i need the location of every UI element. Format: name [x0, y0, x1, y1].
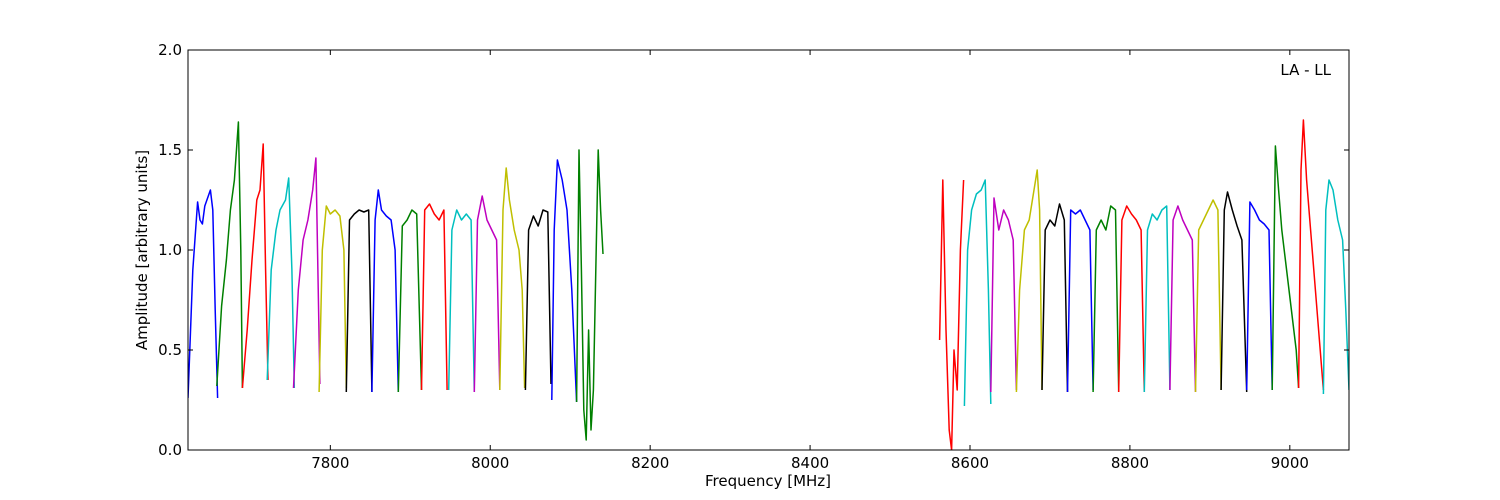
series-line-14	[524, 209, 552, 391]
series-line-3	[241, 143, 269, 389]
series-line-20	[1015, 169, 1043, 393]
series-line-25	[1143, 205, 1171, 393]
series-line-32	[1322, 179, 1349, 395]
series-line-4	[266, 177, 296, 389]
series-line-7	[345, 209, 373, 393]
series-line-16	[575, 149, 604, 441]
panel-annotation: LA - LL	[1280, 61, 1331, 79]
y-tick-label: 1.0	[158, 241, 182, 259]
series-line-28	[1220, 191, 1248, 393]
series-line-30	[1271, 145, 1300, 391]
plot-layer	[188, 119, 1349, 450]
y-axis: 0.0 0.5 1.0 1.5 2.0	[158, 41, 1349, 459]
x-tick-label: 7800	[311, 454, 349, 472]
series-line-2	[216, 121, 244, 389]
series-line-6	[318, 205, 348, 393]
series-line-18	[963, 179, 992, 407]
y-tick-label: 1.5	[158, 141, 182, 159]
y-axis-label: Amplitude [arbitrary units]	[133, 150, 151, 350]
y-tick-label: 0.0	[158, 441, 182, 459]
series-line-24	[1117, 205, 1146, 393]
series-line-26	[1169, 205, 1197, 393]
x-axis-label: Frequency [MHz]	[705, 472, 831, 490]
plot-frame	[187, 49, 1350, 451]
x-tick-label: 8400	[791, 454, 829, 472]
series-line-8	[371, 189, 400, 393]
series-line-19	[990, 197, 1018, 393]
series-line-10	[420, 203, 448, 391]
series-line-11	[447, 209, 476, 393]
series-line-13	[499, 167, 526, 391]
series-line-12	[473, 195, 501, 393]
x-tick-label: 9000	[1271, 454, 1309, 472]
x-tick-label: 8000	[471, 454, 509, 472]
series-line-31	[1297, 119, 1325, 391]
y-tick-label: 2.0	[158, 41, 182, 59]
y-tick-label: 0.5	[158, 341, 182, 359]
series-line-15	[551, 159, 578, 403]
series-line-29	[1245, 201, 1273, 391]
series-line-27	[1194, 199, 1222, 393]
series-line-17	[938, 179, 965, 450]
x-tick-label: 8600	[951, 454, 989, 472]
x-tick-label: 8800	[1111, 454, 1149, 472]
series-line-1	[188, 189, 219, 399]
series-line-5	[292, 157, 321, 389]
series-line-21	[1041, 203, 1069, 393]
series-line-22	[1066, 209, 1094, 393]
x-tick-label: 8200	[631, 454, 669, 472]
series-line-23	[1092, 205, 1120, 393]
series-line-9	[397, 209, 423, 393]
x-axis: 7800 8000 8200 8400 8600 8800 9000	[311, 50, 1309, 472]
